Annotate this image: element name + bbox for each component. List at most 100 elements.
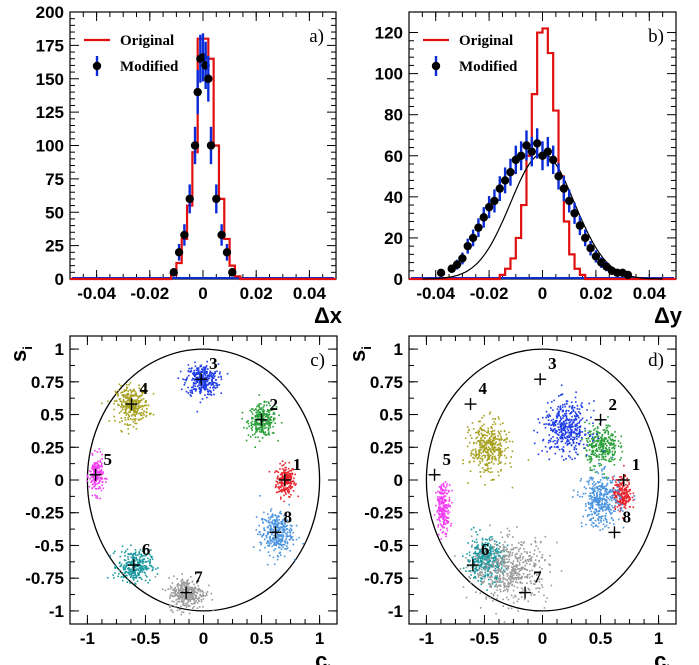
scatter-point bbox=[197, 376, 199, 379]
y-tick-label: 0.25 bbox=[31, 438, 64, 457]
scatter-point bbox=[275, 470, 277, 472]
scatter-point bbox=[491, 583, 494, 585]
scatter-point bbox=[284, 491, 287, 494]
scatter-point bbox=[618, 476, 621, 478]
scatter-point bbox=[127, 402, 129, 405]
scatter-point bbox=[169, 585, 172, 588]
scatter-point bbox=[139, 571, 142, 573]
scatter-point bbox=[590, 444, 592, 447]
scatter-point bbox=[262, 406, 265, 408]
y-tick-label: 0.75 bbox=[31, 373, 64, 392]
scatter-point bbox=[193, 593, 195, 595]
scatter-point bbox=[624, 500, 626, 502]
scatter-point bbox=[487, 467, 490, 470]
scatter-point bbox=[145, 565, 147, 568]
scatter-point bbox=[148, 553, 151, 556]
scatter-point bbox=[561, 393, 563, 396]
scatter-point bbox=[97, 488, 100, 490]
scatter-point bbox=[443, 520, 446, 522]
scatter-point bbox=[126, 386, 129, 389]
scatter-point bbox=[192, 386, 194, 388]
scatter-point bbox=[489, 436, 491, 439]
y-tick-label: 25 bbox=[45, 237, 64, 256]
scatter-point bbox=[486, 570, 489, 572]
scatter-point bbox=[477, 559, 480, 562]
scatter-point bbox=[262, 533, 265, 535]
scatter-point bbox=[259, 414, 261, 416]
scatter-point bbox=[290, 477, 293, 479]
scatter-point bbox=[562, 404, 564, 406]
scatter-point bbox=[280, 544, 282, 546]
scatter-point bbox=[623, 464, 625, 467]
scatter-point bbox=[560, 426, 562, 428]
scatter-point bbox=[277, 522, 280, 525]
scatter-point bbox=[129, 389, 132, 392]
scatter-point bbox=[200, 371, 202, 373]
scatter-point bbox=[120, 563, 123, 566]
scatter-point bbox=[445, 492, 448, 495]
scatter-point bbox=[484, 546, 487, 548]
scatter-point bbox=[503, 563, 505, 566]
scatter-point bbox=[592, 445, 595, 448]
scatter-point bbox=[204, 394, 206, 396]
scatter-point bbox=[508, 440, 511, 443]
scatter-point bbox=[98, 486, 101, 488]
scatter-point bbox=[509, 581, 512, 584]
scatter-point bbox=[577, 411, 580, 413]
scatter-point bbox=[277, 471, 280, 474]
scatter-point bbox=[148, 564, 151, 567]
scatter-point bbox=[276, 470, 278, 473]
scatter-point bbox=[598, 437, 600, 440]
scatter-point bbox=[256, 413, 258, 416]
scatter-point bbox=[96, 462, 98, 464]
scatter-point bbox=[566, 440, 569, 442]
scatter-point bbox=[568, 406, 571, 408]
scatter-point bbox=[487, 450, 489, 453]
scatter-point bbox=[258, 426, 261, 429]
scatter-point bbox=[573, 430, 575, 433]
scatter-point bbox=[604, 443, 607, 445]
scatter-point bbox=[286, 489, 289, 491]
scatter-point bbox=[471, 540, 474, 542]
cluster-number: 6 bbox=[142, 540, 151, 559]
scatter-point bbox=[490, 444, 492, 446]
scatter-point bbox=[490, 454, 492, 457]
scatter-point bbox=[475, 451, 477, 454]
scatter-point bbox=[123, 568, 125, 571]
scatter-point bbox=[505, 567, 507, 570]
scatter-point bbox=[502, 570, 504, 573]
scatter-point bbox=[276, 478, 279, 480]
scatter-point bbox=[485, 443, 488, 446]
scatter-point bbox=[264, 419, 267, 422]
scatter-point bbox=[93, 469, 95, 472]
scatter-point bbox=[259, 533, 261, 536]
scatter-point bbox=[441, 487, 443, 490]
scatter-point bbox=[127, 556, 129, 558]
y-tick-label: 1 bbox=[55, 340, 64, 359]
scatter-point bbox=[94, 462, 97, 465]
scatter-point bbox=[520, 568, 523, 571]
scatter-point bbox=[117, 403, 119, 406]
scatter-point bbox=[618, 485, 620, 488]
scatter-point bbox=[537, 547, 539, 550]
scatter-point bbox=[167, 588, 169, 590]
modified-point bbox=[543, 147, 553, 156]
scatter-point bbox=[126, 397, 129, 400]
scatter-point bbox=[517, 610, 519, 612]
scatter-point bbox=[127, 568, 129, 570]
scatter-point bbox=[476, 431, 478, 434]
scatter-point bbox=[267, 401, 270, 404]
scatter-point bbox=[447, 520, 450, 523]
scatter-point bbox=[511, 486, 514, 489]
scatter-point bbox=[545, 423, 547, 425]
scatter-point bbox=[293, 483, 295, 485]
scatter-point bbox=[491, 581, 494, 584]
scatter-point bbox=[278, 478, 281, 480]
scatter-point bbox=[498, 542, 501, 544]
scatter-point bbox=[475, 591, 477, 593]
scatter-point bbox=[269, 426, 272, 429]
scatter-point bbox=[556, 415, 559, 417]
scatter-point bbox=[475, 546, 478, 548]
cluster-2 bbox=[576, 416, 624, 479]
scatter-point bbox=[204, 381, 206, 383]
